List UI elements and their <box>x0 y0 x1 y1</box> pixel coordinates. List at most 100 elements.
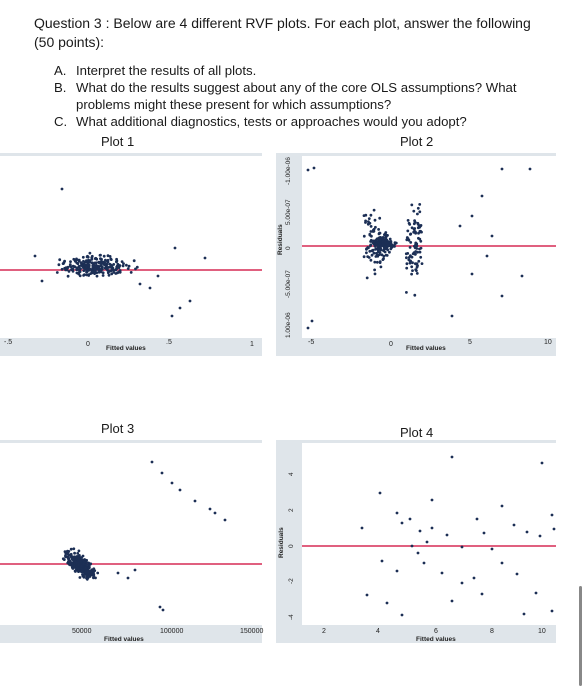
scatter-point <box>376 244 380 248</box>
scatter-point <box>515 572 519 576</box>
scatter-point <box>96 571 100 575</box>
scatter-point <box>371 248 375 252</box>
scatter-point <box>58 258 62 262</box>
scatter-point <box>83 263 86 267</box>
scatter-point <box>75 271 79 275</box>
scatter-point <box>81 554 85 558</box>
scatter-point <box>373 218 377 222</box>
scatter-point <box>127 264 131 268</box>
scatter-point <box>369 258 373 262</box>
scatter-point <box>65 268 69 272</box>
scatter-point <box>77 264 81 268</box>
item-text: Interpret the results of all plots. <box>76 63 257 78</box>
scatter-point <box>121 264 125 268</box>
scatter-point <box>98 261 101 265</box>
scatter-point <box>85 270 89 274</box>
scatter-point <box>418 229 422 233</box>
scatter-point <box>369 244 372 248</box>
scatter-point <box>118 269 122 272</box>
scatter-point <box>66 556 70 560</box>
scatter-point <box>173 246 177 250</box>
plot4-ytick: 0 <box>288 544 295 548</box>
scatter-point <box>372 208 376 212</box>
scatter-point <box>408 246 412 249</box>
scatter-point <box>374 225 377 229</box>
scatter-point <box>90 269 94 273</box>
scatter-point <box>68 561 72 565</box>
scatter-point <box>490 234 494 238</box>
scatter-point <box>368 232 372 236</box>
scatter-point <box>534 591 538 595</box>
scatter-point <box>125 263 128 267</box>
scatter-point <box>72 555 76 559</box>
plot2-ytick: -5.00e-07 <box>285 270 292 298</box>
scatter-point <box>170 481 174 485</box>
scatter-point <box>129 271 133 274</box>
scatter-point <box>93 257 97 260</box>
scatter-point <box>384 245 388 249</box>
scatter-point <box>87 274 91 277</box>
plot1-area <box>0 156 262 338</box>
scatter-point <box>365 593 369 597</box>
scatter-point <box>405 291 408 294</box>
scatter-point <box>388 250 391 254</box>
scatter-point <box>376 241 380 245</box>
scatter-point <box>384 236 388 240</box>
plot4-xtick: 6 <box>434 628 438 635</box>
scatter-point <box>78 274 82 278</box>
scatter-point <box>413 219 416 223</box>
scatter-point <box>445 533 449 537</box>
scatter-point <box>101 260 104 264</box>
question-list: A. Interpret the results of all plots. B… <box>54 62 554 130</box>
item-text: What do the results suggest about any of… <box>76 80 517 112</box>
scatter-point <box>60 187 64 191</box>
scatter-point <box>84 265 88 269</box>
plot3-scatter <box>61 460 227 612</box>
scrollbar[interactable] <box>579 586 582 686</box>
plot4-xtick: 2 <box>322 628 326 635</box>
scatter-point <box>79 559 83 563</box>
scatter-point <box>67 270 71 273</box>
scatter-point <box>88 562 91 566</box>
scatter-point <box>160 471 164 475</box>
scatter-point <box>368 221 372 225</box>
scatter-point <box>460 581 464 585</box>
scatter-point <box>86 567 90 570</box>
scatter-point <box>115 264 119 268</box>
scatter-point <box>400 521 404 525</box>
scatter-point <box>385 234 388 237</box>
scatter-point <box>80 570 84 574</box>
scatter-point <box>377 237 380 240</box>
scatter-point <box>67 550 71 553</box>
plot4-xtick: 8 <box>490 628 494 635</box>
plot4-ytick: 2 <box>288 508 295 512</box>
scatter-point <box>73 551 76 555</box>
scatter-point <box>118 264 121 267</box>
plot3-panel: 50000 100000 150000 Fitted values <box>0 440 263 643</box>
scatter-point <box>408 261 412 265</box>
scatter-point <box>417 236 420 240</box>
scatter-point <box>97 267 101 270</box>
scatter-point <box>99 257 102 260</box>
scatter-point <box>98 253 102 257</box>
scatter-point <box>91 264 95 268</box>
scatter-point <box>102 254 106 258</box>
scatter-point <box>61 262 65 265</box>
scatter-point <box>80 264 84 268</box>
scatter-point <box>425 540 429 544</box>
scatter-point <box>126 267 130 270</box>
scatter-point <box>88 260 91 264</box>
scatter-point <box>116 571 120 575</box>
scatter-point <box>500 561 504 565</box>
scatter-point <box>381 243 385 247</box>
scatter-point <box>91 261 94 265</box>
plot2-xtick: 5 <box>468 339 472 346</box>
scatter-point <box>413 227 417 230</box>
plot3-title: Plot 3 <box>101 421 135 436</box>
plot4-ylabel: Residuals <box>278 527 285 558</box>
plot3-xtick: 50000 <box>72 628 92 635</box>
scatter-point <box>418 529 422 533</box>
scatter-point <box>138 282 142 286</box>
scatter-point <box>68 263 72 266</box>
plot3-zero-line <box>0 563 262 565</box>
